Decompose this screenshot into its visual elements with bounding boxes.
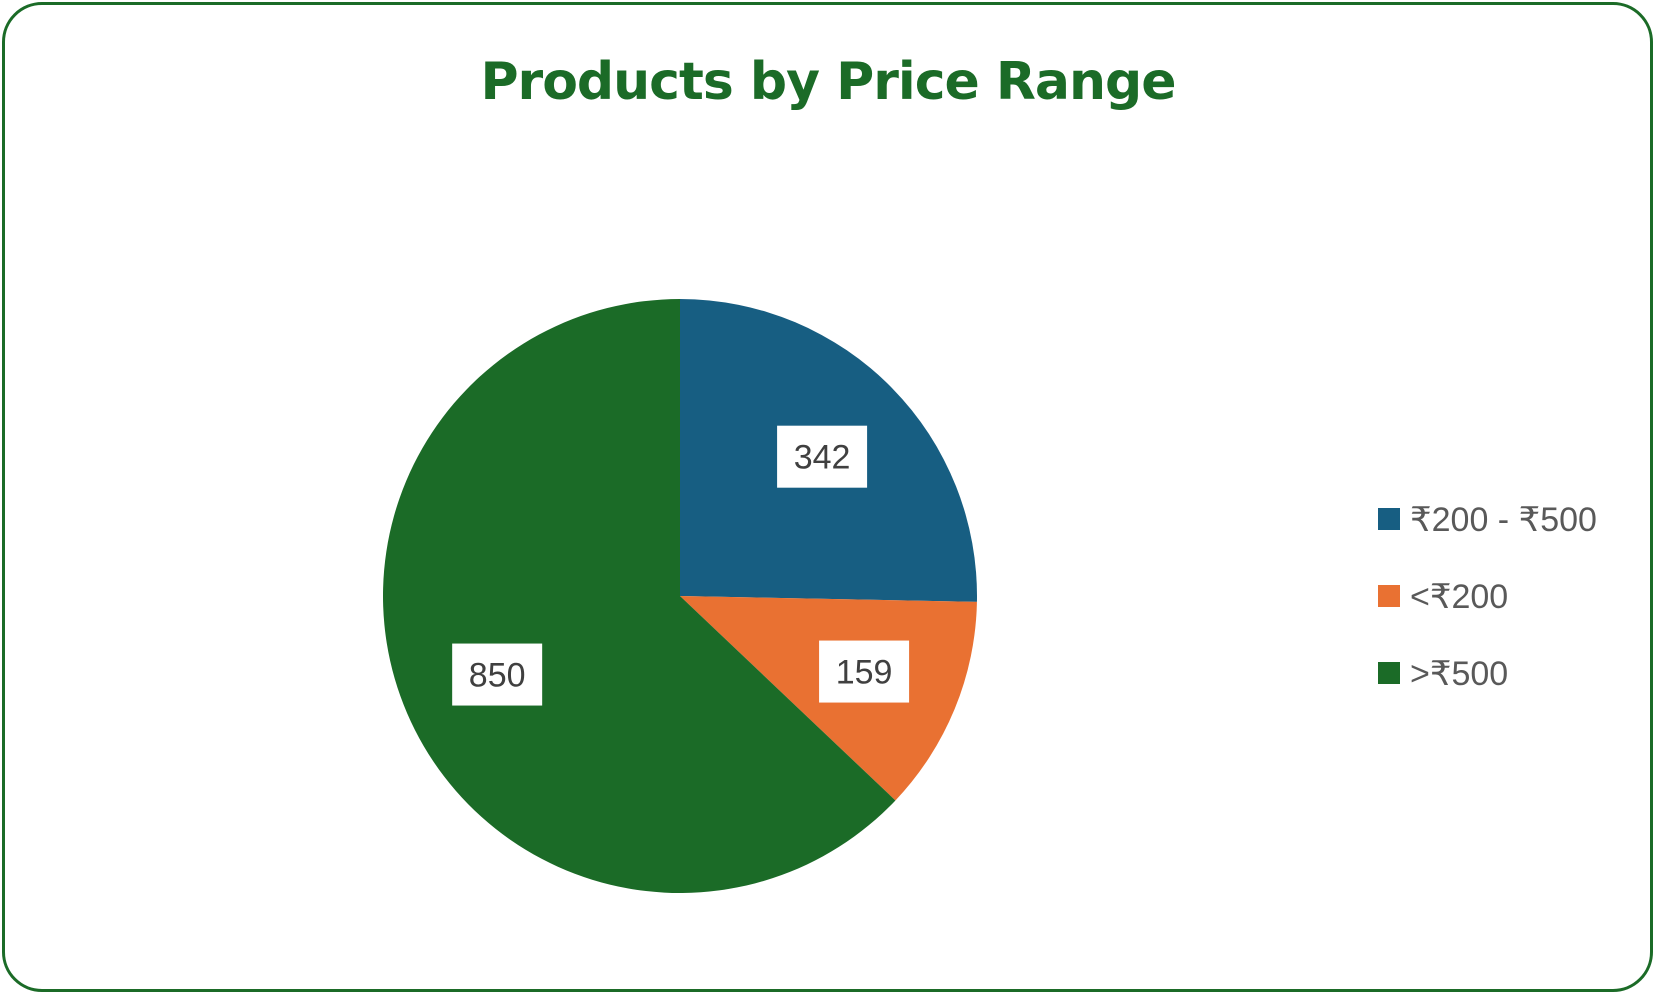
legend-item-rs200-rs500: ₹200 - ₹500 (1378, 501, 1597, 539)
data-label-rs200-rs500: 342 (777, 425, 868, 488)
data-label-text: 159 (836, 654, 893, 692)
data-label-ltrs200: 159 (819, 640, 910, 703)
data-label-text: 342 (794, 439, 851, 477)
legend-label: >₹500 (1410, 655, 1508, 693)
data-label-gtrs500: 850 (452, 643, 543, 706)
legend-item-ltrs200: <₹200 (1378, 578, 1508, 616)
legend-label: <₹200 (1410, 578, 1508, 616)
legend-swatch (1378, 585, 1400, 607)
data-label-text: 850 (469, 657, 526, 695)
data-label-box (452, 643, 543, 706)
legend: ₹200 - ₹500 <₹200 >₹500 (1378, 501, 1597, 693)
data-label-box (819, 640, 910, 703)
legend-item-gtrs500: >₹500 (1378, 655, 1508, 693)
legend-swatch (1378, 508, 1400, 530)
legend-label: ₹200 - ₹500 (1410, 501, 1597, 539)
pie-slice-gtrs500 (382, 299, 896, 893)
data-labels: 342 159 850 (452, 425, 910, 706)
pie-slices (382, 299, 977, 893)
chart-title: Products by Price Range (480, 52, 1175, 112)
data-label-box (777, 425, 868, 488)
legend-swatch (1378, 662, 1400, 684)
